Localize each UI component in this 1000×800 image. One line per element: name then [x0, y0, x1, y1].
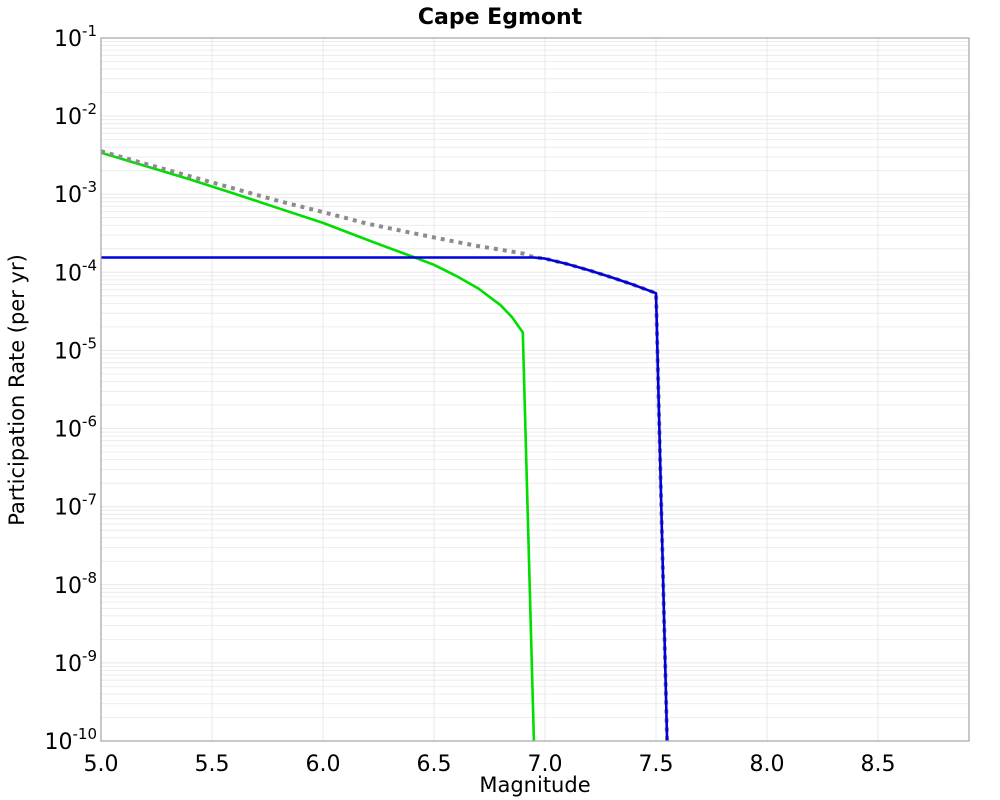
x-tick-label: 8.0: [750, 752, 785, 777]
plot-background: [101, 38, 969, 741]
x-tick-label: 6.0: [306, 752, 341, 777]
y-tick-label: 10-7: [54, 491, 97, 521]
y-tick-label: 10-9: [54, 647, 97, 677]
y-tick-label: 10-6: [54, 413, 97, 443]
y-tick-label: 10-1: [54, 22, 97, 52]
blue-curve: [101, 256, 669, 741]
plot-area: 10-1 10-2 10-3 10-4 10-5 10-6 10-7 10-8 10-9 10-1…: [45, 22, 970, 777]
x-tick-label: 5.0: [84, 752, 119, 777]
x-tick-label: 7.0: [528, 752, 563, 777]
x-tick-label: 5.5: [195, 752, 230, 777]
y-axis-label: Participation Rate (per yr): [5, 254, 29, 526]
x-tick-label: 6.5: [417, 752, 452, 777]
axes-frame: [100, 37, 970, 742]
y-tick-label: 10-3: [54, 178, 97, 208]
x-tick-labels: 5.0 5.5 6.0 6.5 7.0 7.5 8.0 8.5: [84, 752, 896, 777]
minor-gridlines: [101, 41, 969, 718]
series-group: [101, 149, 670, 741]
y-tick-label: 10-2: [54, 100, 97, 130]
x-tick-label: 7.5: [639, 752, 674, 777]
gray-dotted-total-curve: [101, 149, 670, 741]
y-tick-label: 10-4: [54, 256, 97, 286]
y-tick-label: 10-5: [54, 334, 97, 364]
x-axis-label: Magnitude: [479, 773, 590, 797]
chart-title: Cape Egmont: [418, 5, 583, 30]
x-tick-label: 8.5: [861, 752, 896, 777]
y-tick-labels: 10-1 10-2 10-3 10-4 10-5 10-6 10-7 10-8 10-9 10-1…: [45, 22, 98, 755]
y-tick-label: 10-10: [45, 725, 98, 755]
y-tick-label: 10-8: [54, 569, 97, 599]
